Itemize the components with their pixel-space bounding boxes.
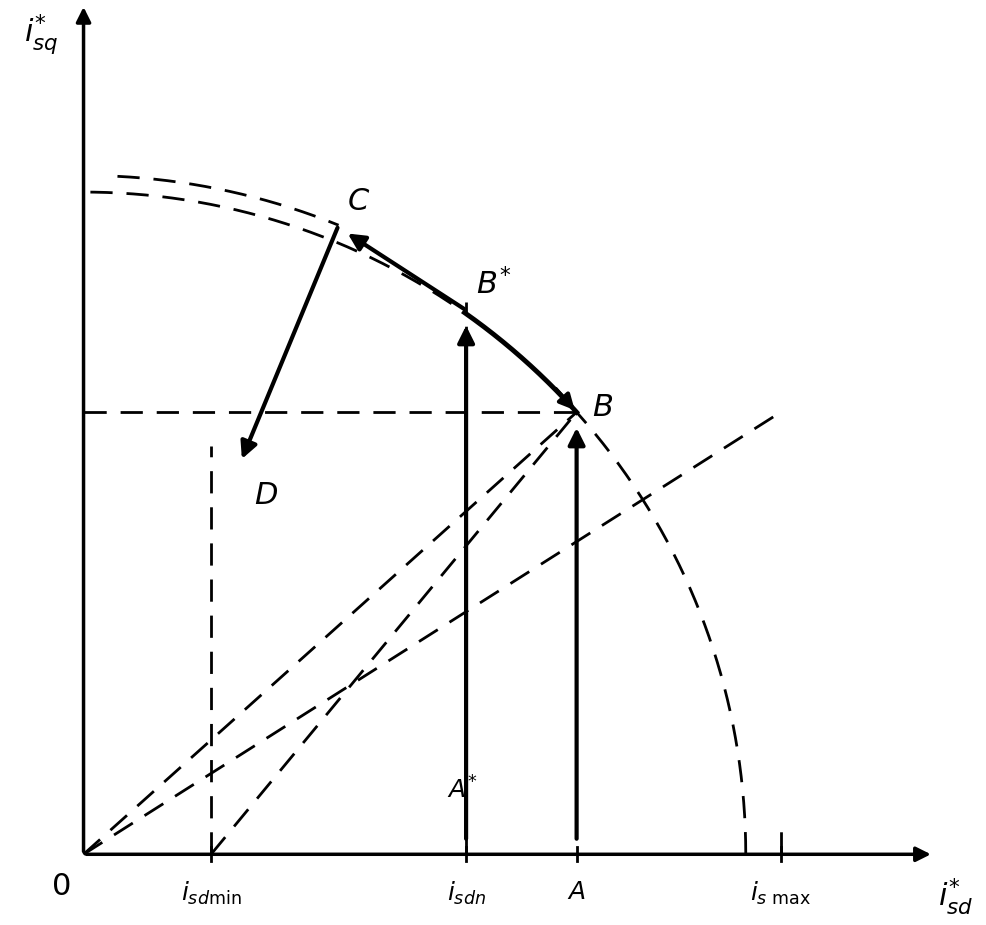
Text: $i_{s\mathrm{\ max}}$: $i_{s\mathrm{\ max}}$ [749, 880, 810, 907]
Text: $i_{sd}^{*}$: $i_{sd}^{*}$ [937, 876, 972, 917]
Text: $i_{sd\mathrm{min}}$: $i_{sd\mathrm{min}}$ [180, 880, 242, 907]
Text: $0$: $0$ [51, 871, 71, 902]
Text: $D$: $D$ [253, 480, 277, 512]
Text: $A$: $A$ [567, 880, 586, 904]
Text: $i_{sq}^{*}$: $i_{sq}^{*}$ [24, 13, 58, 57]
Text: $B$: $B$ [592, 392, 612, 424]
Text: $B^{*}$: $B^{*}$ [476, 269, 511, 302]
Text: $i_{sdn}$: $i_{sdn}$ [446, 880, 485, 907]
Text: $C$: $C$ [347, 186, 370, 216]
Text: $A^{*}$: $A^{*}$ [447, 776, 476, 803]
